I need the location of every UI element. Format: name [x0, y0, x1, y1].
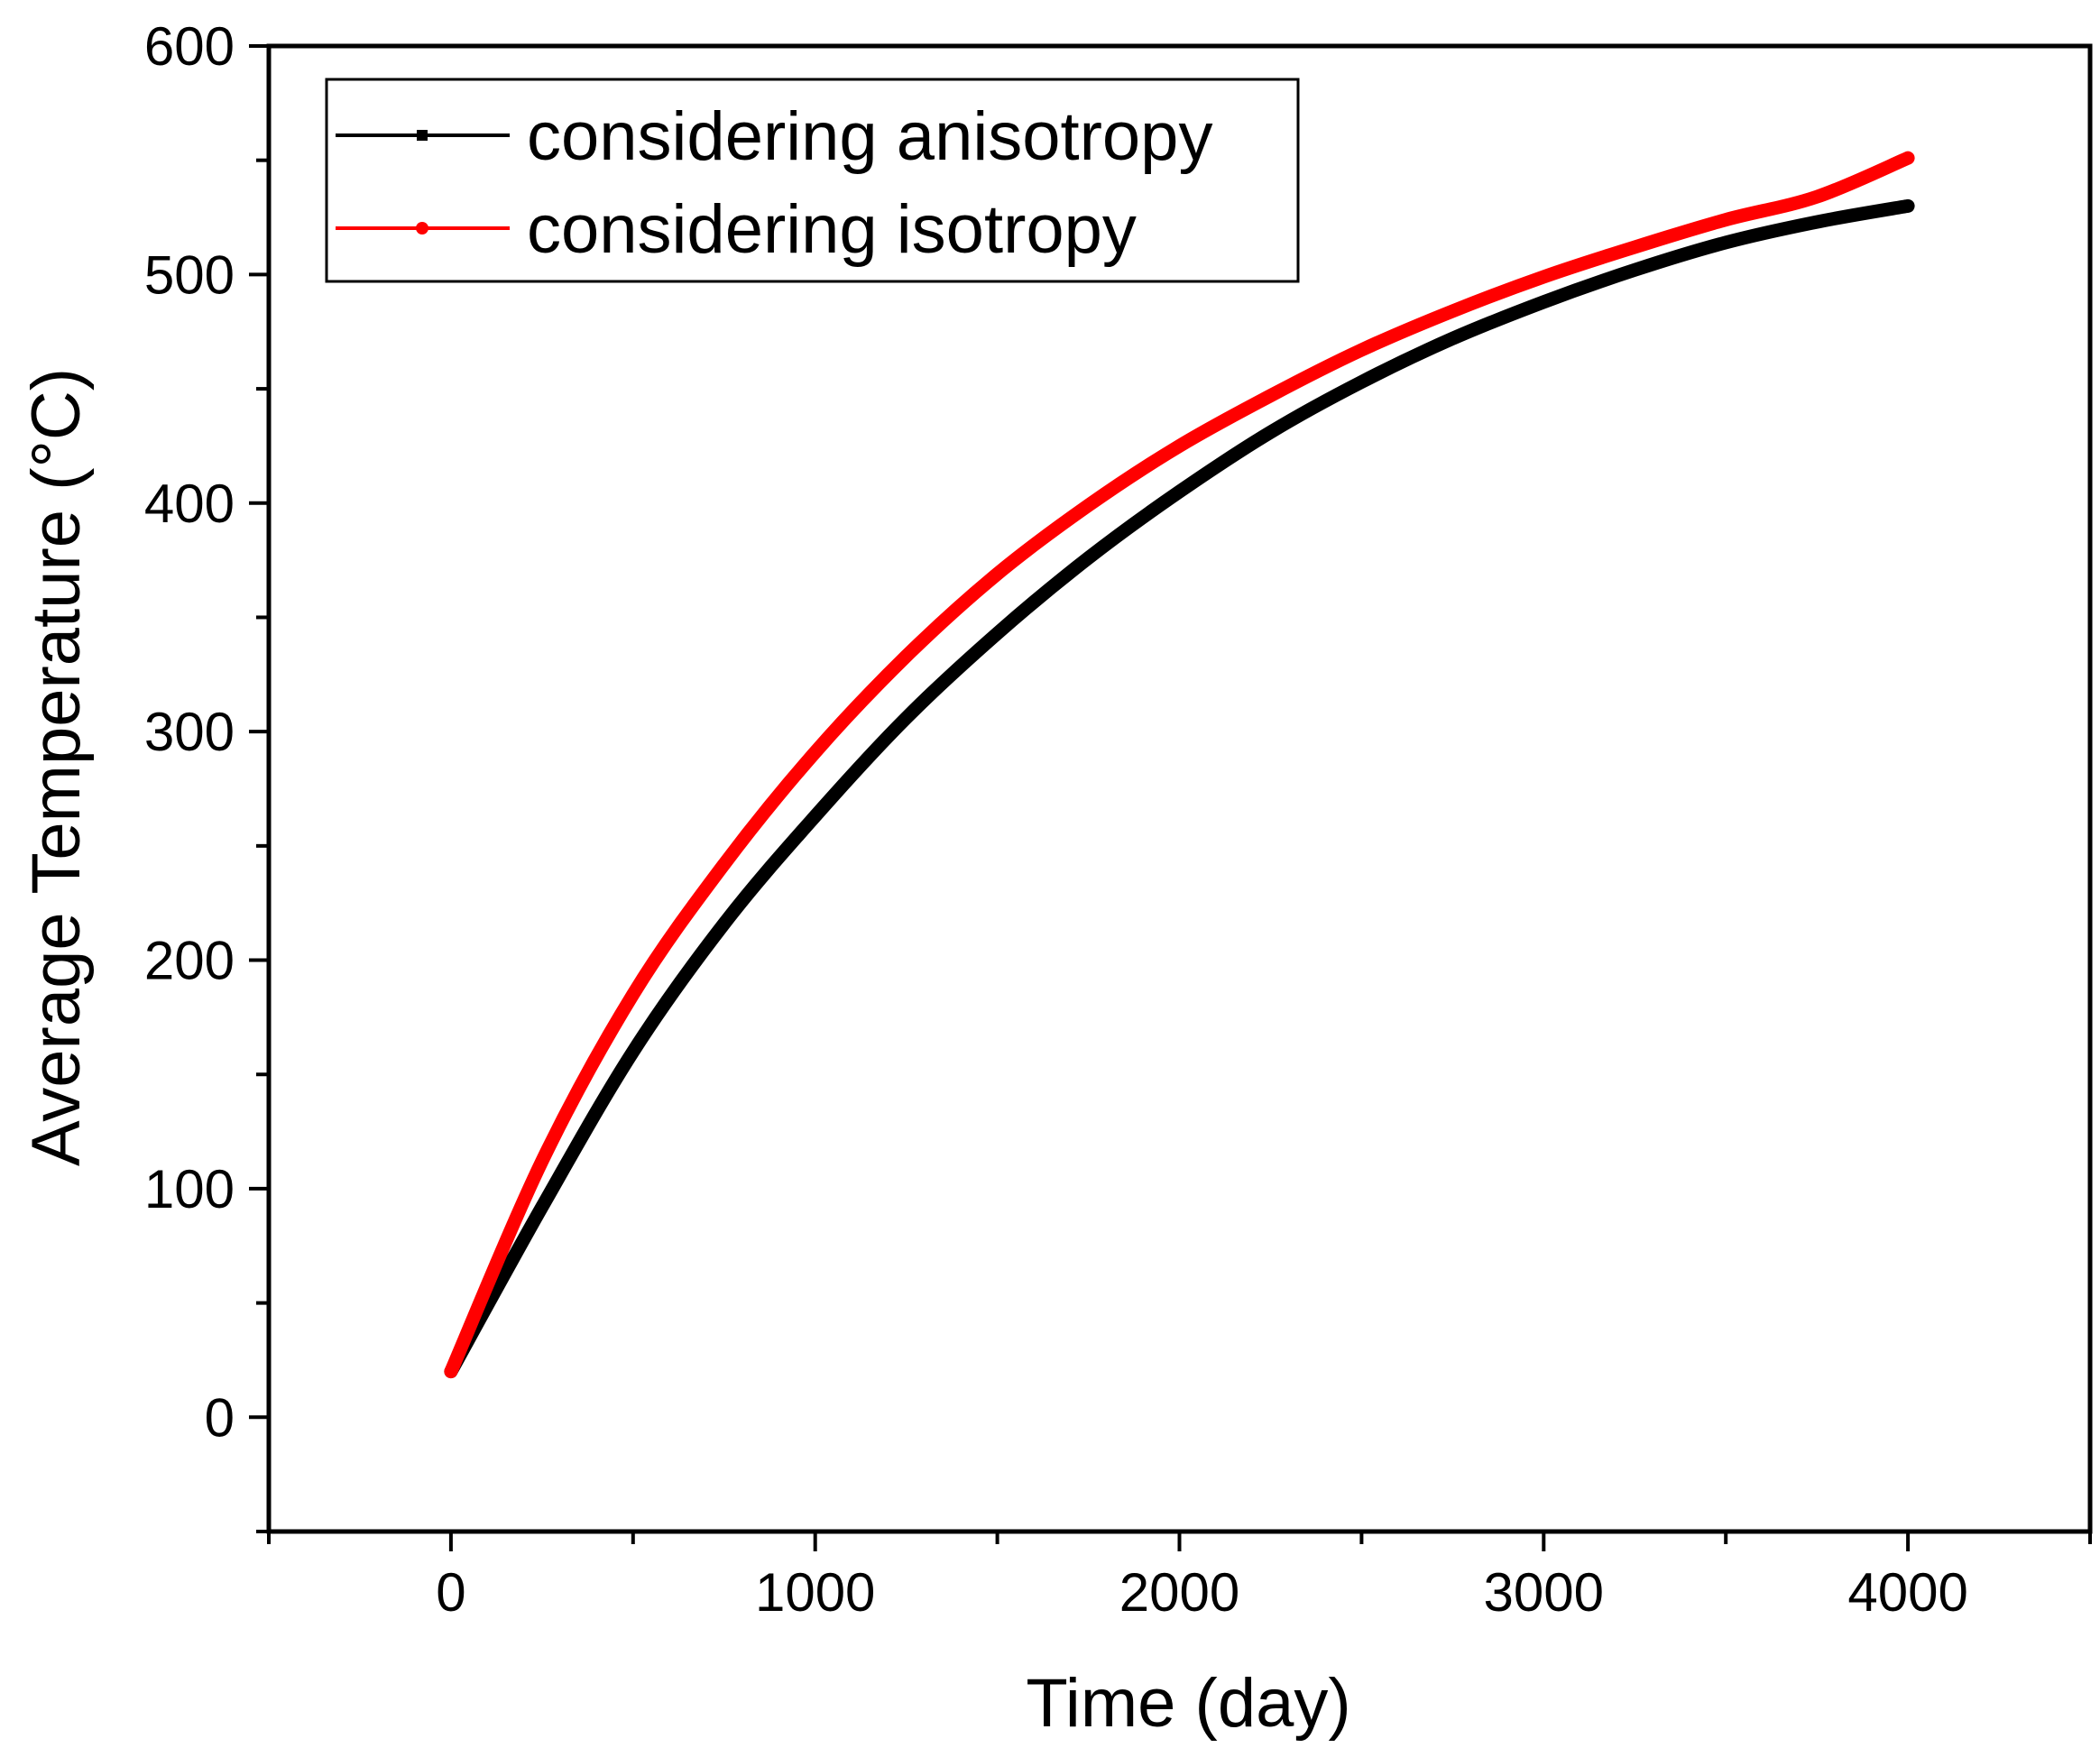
- y-tick-label: 0: [205, 1387, 235, 1448]
- y-tick-label: 300: [144, 702, 235, 762]
- legend: considering anisotropy considering isotro…: [325, 78, 1300, 283]
- x-tick-label: 2000: [1119, 1562, 1239, 1623]
- x-tick-label: 4000: [1847, 1562, 1967, 1623]
- x-axis-title: Time (day): [1026, 1665, 1350, 1742]
- y-tick-label: 200: [144, 931, 235, 991]
- legend-label: considering isotropy: [527, 191, 1137, 268]
- series-layer: [444, 151, 1915, 1379]
- x-tick-label: 0: [436, 1562, 465, 1623]
- axes: 0 1000 2000 3000 4000 0 100 200 300 400 500 600: [144, 16, 2093, 1623]
- y-tick-label: 600: [144, 16, 235, 77]
- y-tick-label: 100: [144, 1159, 235, 1219]
- legend-label: considering anisotropy: [527, 98, 1212, 175]
- series-line-isotropy: [444, 151, 1915, 1379]
- y-tick-label: 500: [144, 244, 235, 305]
- series-line-anisotropy: [444, 198, 1915, 1379]
- legend-marker-dot: [416, 222, 428, 235]
- x-tick-label: 1000: [755, 1562, 875, 1623]
- y-axis-title: Average Temperature (°C): [18, 368, 95, 1166]
- legend-box: [325, 78, 1300, 283]
- x-tick-label: 3000: [1484, 1562, 1604, 1623]
- legend-marker-square: [417, 130, 428, 141]
- y-tick-label: 400: [144, 474, 235, 534]
